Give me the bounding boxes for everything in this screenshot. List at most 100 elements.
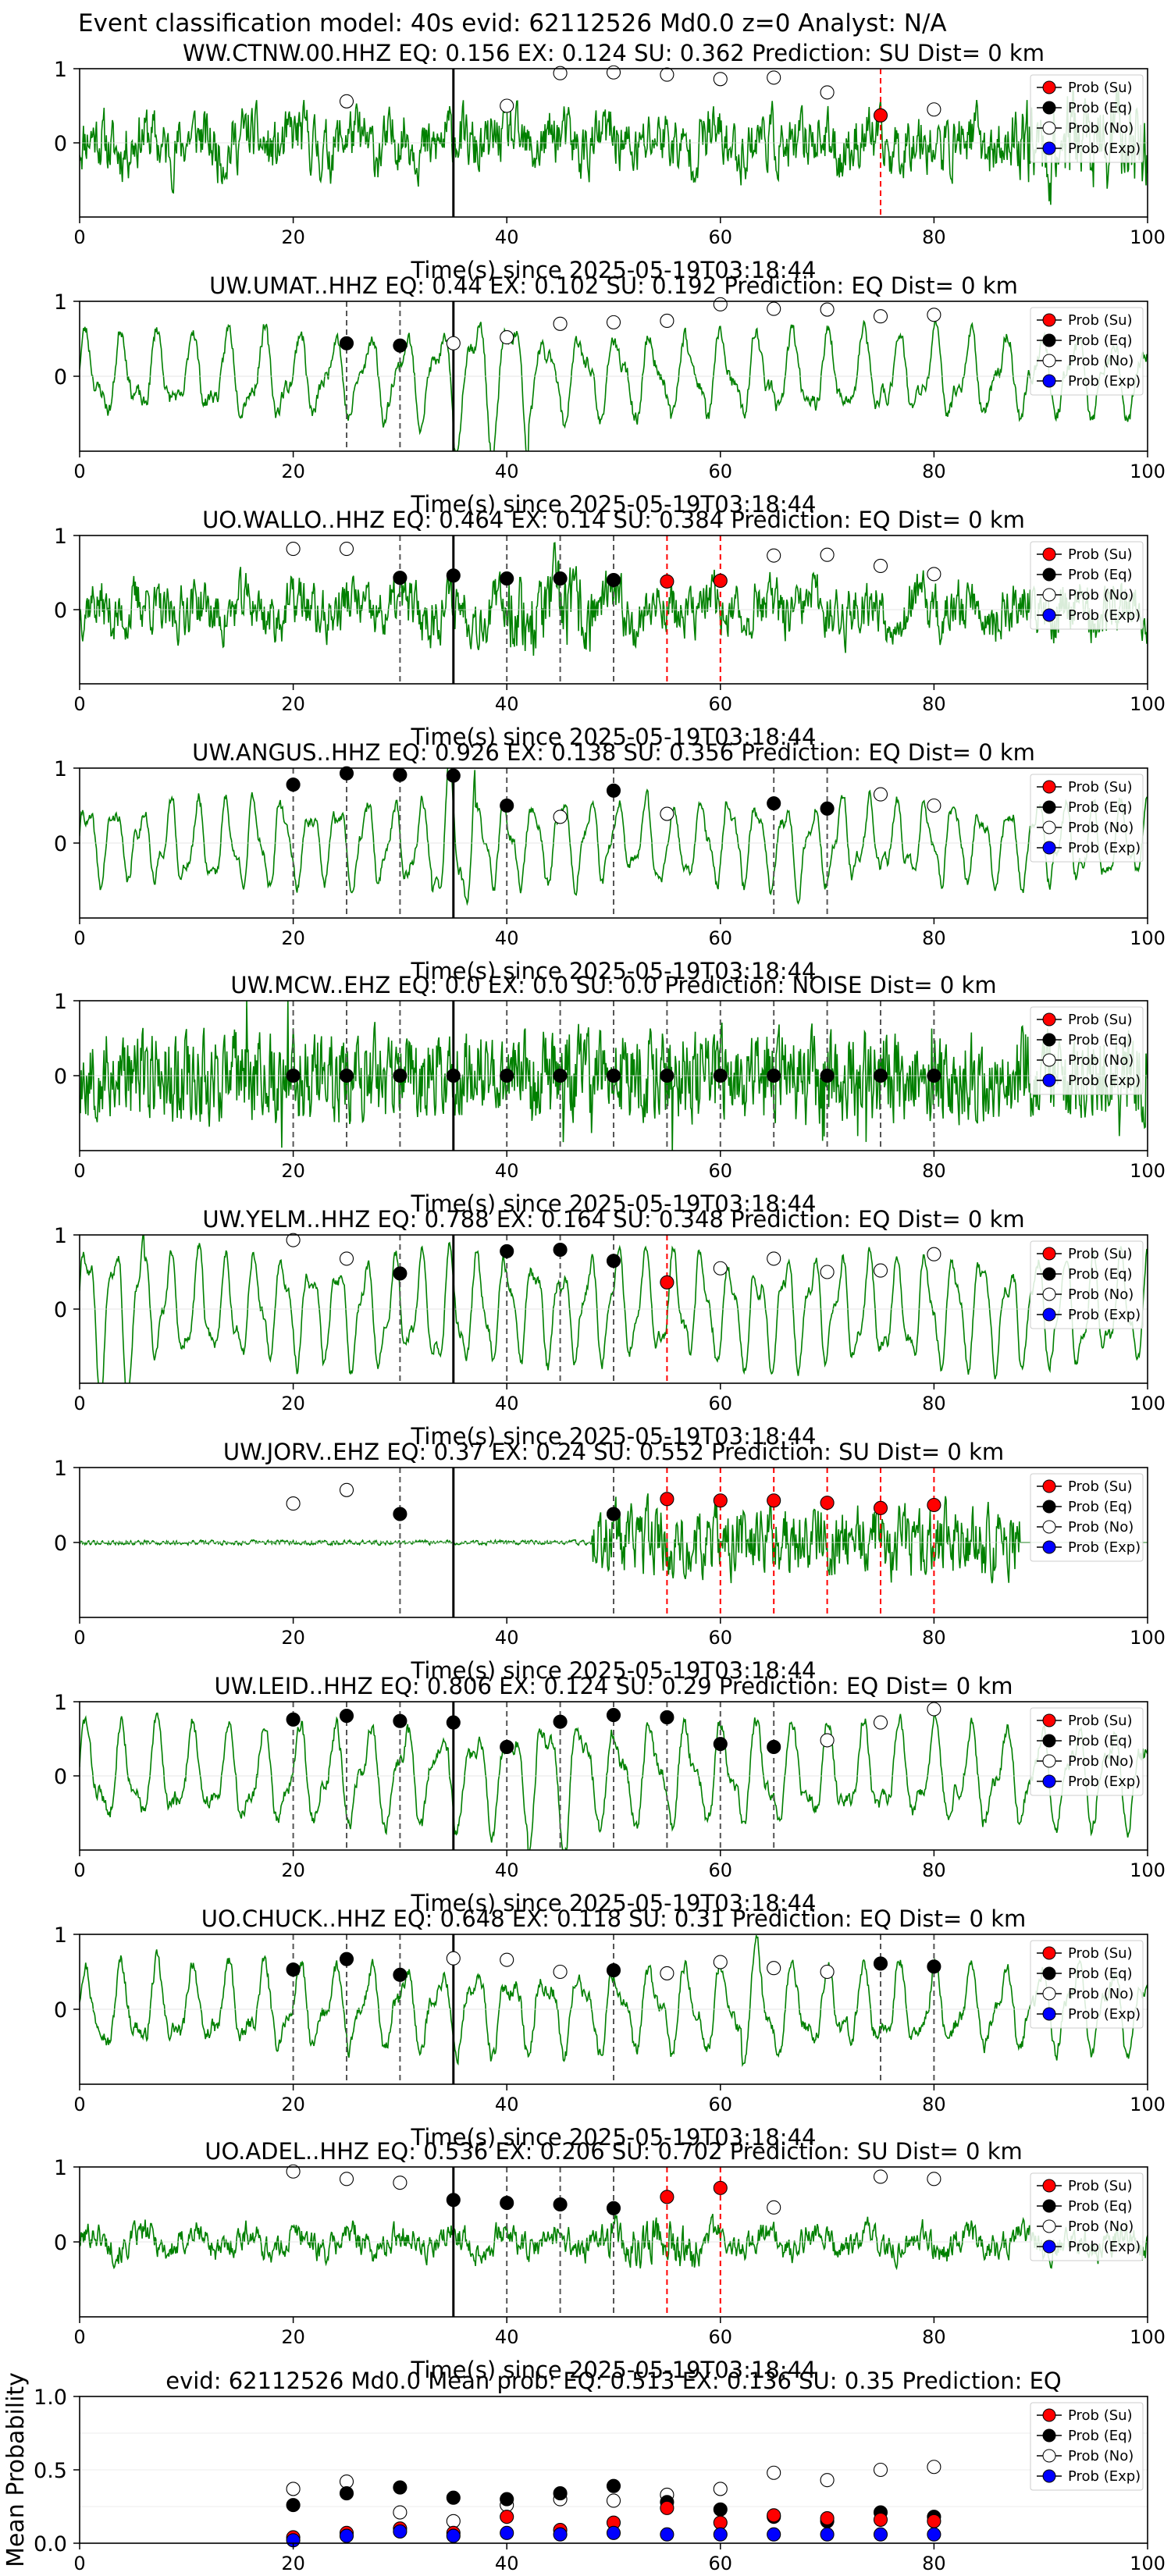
panel-title: UO.WALLO..HHZ EQ: 0.464 EX: 0.14 SU: 0.3… [202, 507, 1025, 533]
x-tick-label: 20 [281, 1160, 305, 1182]
legend-label-su: Prob (Su) [1068, 312, 1133, 329]
legend-label-no: Prob (No) [1068, 2448, 1134, 2464]
x-tick-label: 40 [495, 2553, 519, 2574]
legend-marker-no [1042, 588, 1056, 602]
legend-marker-su [1042, 1713, 1056, 1727]
legend-label-no: Prob (No) [1068, 1286, 1134, 1303]
x-tick-label: 80 [922, 2326, 946, 2348]
prob-no-marker [446, 1951, 461, 1966]
prob-eq-marker [873, 1068, 888, 1083]
prob-eq-marker [500, 1739, 514, 1754]
prob-no-marker [660, 67, 674, 82]
y-tick-label: 1 [54, 58, 67, 82]
x-tick-label: 0 [73, 1859, 85, 1881]
x-tick-label: 20 [281, 1859, 305, 1881]
x-tick-label: 20 [281, 1393, 305, 1414]
prob-no-marker [767, 2200, 781, 2215]
prob-eq-marker [446, 768, 461, 783]
prob-no-marker [553, 809, 568, 824]
mean-prob-marker [286, 2482, 301, 2496]
x-tick-label: 20 [281, 2326, 305, 2348]
y-tick-label: 0 [54, 1998, 67, 2023]
x-tick-label: 100 [1130, 1393, 1166, 1414]
prob-su-marker [713, 2180, 728, 2195]
prob-eq-marker [553, 571, 568, 586]
x-axis-label: Time(s) since 2025-05-19T03:18:44 [411, 2357, 817, 2383]
legend-label-su: Prob (Su) [1068, 779, 1133, 795]
legend-marker-no [1042, 121, 1056, 135]
mean-prob-marker [500, 2492, 514, 2507]
prob-no-marker [873, 1263, 888, 1278]
x-tick-label: 100 [1130, 2553, 1166, 2574]
legend-marker-exp [1042, 1308, 1056, 1322]
legend-label-no: Prob (No) [1068, 1519, 1134, 1535]
prob-eq-marker [606, 2201, 621, 2215]
prob-no-marker [339, 2172, 354, 2186]
y-tick-label: 0 [54, 1298, 67, 1322]
legend-label-su: Prob (Su) [1068, 1012, 1133, 1028]
prob-su-marker [873, 1500, 888, 1515]
legend-label-eq: Prob (Eq) [1068, 2198, 1133, 2215]
prob-eq-marker [339, 1952, 354, 1966]
legend-marker-no [1042, 1287, 1056, 1301]
prob-su-marker [660, 1275, 674, 1290]
legend-label-su: Prob (Su) [1068, 1478, 1133, 1495]
legend-label-eq: Prob (Eq) [1068, 1966, 1133, 1982]
waveform-trace [80, 317, 1148, 451]
mean-prob-marker [339, 2528, 354, 2543]
waveform-panel: 0 20 40 60 80 100 0 1 UW.LEID..HHZ EQ: 0.806 EX:… [54, 1673, 1166, 1916]
prob-no-marker [286, 1233, 301, 1247]
x-tick-label: 60 [709, 461, 733, 482]
prob-no-marker [767, 1961, 781, 1976]
y-tick-label: 0.5 [34, 2459, 67, 2483]
prob-eq-marker [393, 767, 408, 782]
y-tick-label: 0 [54, 1532, 67, 1556]
x-tick-label: 60 [709, 693, 733, 715]
mean-prob-marker [339, 2486, 354, 2501]
prob-eq-marker [606, 572, 621, 588]
prob-no-marker [553, 66, 568, 80]
prob-eq-marker [606, 1254, 621, 1268]
panel-title: UO.ADEL..HHZ EQ: 0.536 EX: 0.206 SU: 0.7… [205, 2138, 1023, 2165]
mean-prob-marker [927, 2514, 941, 2528]
waveform-panel: 0 20 40 60 80 100 0 1 WW.CTNW.00.HHZ EQ: 0.156 E… [54, 40, 1166, 283]
x-tick-label: 100 [1130, 461, 1166, 482]
x-tick-label: 100 [1130, 2326, 1166, 2348]
legend-label-eq: Prob (Eq) [1068, 1032, 1133, 1048]
x-tick-label: 20 [281, 1627, 305, 1649]
mean-prob-marker [820, 2473, 835, 2488]
panel-title: UW.ANGUS..HHZ EQ: 0.926 EX: 0.138 SU: 0.… [192, 739, 1035, 766]
prob-no-marker [820, 1265, 835, 1279]
x-axis-label: Time(s) since 2025-05-19T03:18:44 [411, 1657, 817, 1684]
mean-prob-marker [446, 2490, 461, 2505]
x-tick-label: 60 [709, 1859, 733, 1881]
legend-box [1030, 774, 1144, 863]
plot-frame [79, 2166, 1148, 2318]
prob-eq-marker [500, 2196, 514, 2211]
prob-no-marker [713, 72, 728, 87]
prob-no-marker [820, 85, 835, 100]
legend-marker-eq [1042, 2428, 1056, 2443]
prob-eq-marker [393, 571, 408, 585]
legend-label-exp: Prob (Exp) [1068, 2006, 1141, 2023]
waveform-trace [80, 2213, 1148, 2271]
legend-label-su: Prob (Su) [1068, 1713, 1133, 1729]
mean-prob-marker [500, 2525, 514, 2540]
mean-prob-marker [820, 2527, 835, 2542]
prob-eq-marker [500, 798, 514, 813]
legend-label-exp: Prob (Exp) [1068, 2468, 1141, 2485]
prob-no-marker [500, 98, 514, 113]
legend-box [1030, 1473, 1144, 1562]
x-axis-label: Time(s) since 2025-05-19T03:18:44 [411, 257, 817, 283]
plot-frame [79, 767, 1148, 919]
prob-no-marker [820, 547, 835, 562]
panel-title: UW.MCW..EHZ EQ: 0.0 EX: 0.0 SU: 0.0 Pred… [230, 972, 996, 998]
legend-marker-no [1042, 2449, 1056, 2463]
legend-marker-su [1042, 547, 1056, 561]
prob-eq-marker [767, 1739, 781, 1754]
prob-eq-marker [393, 1507, 408, 1521]
panel-title: WW.CTNW.00.HHZ EQ: 0.156 EX: 0.124 SU: 0… [183, 40, 1045, 66]
legend-label-su: Prob (Su) [1068, 546, 1133, 563]
prob-eq-marker [606, 1507, 621, 1521]
x-tick-label: 20 [281, 2553, 305, 2574]
